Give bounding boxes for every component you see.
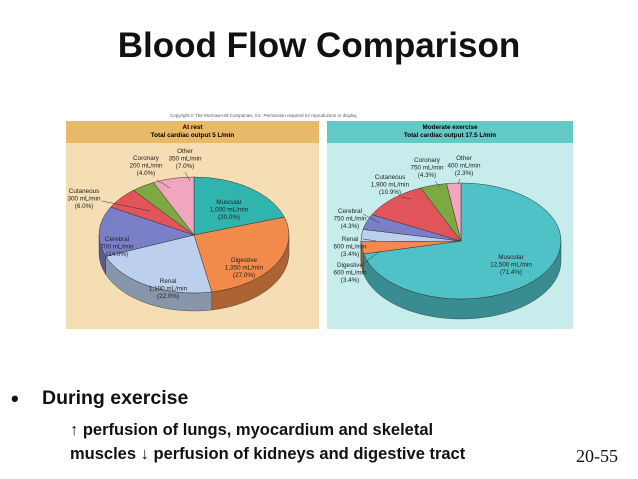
slice-label-renal: Renal 600 mL/min (3.4%) — [334, 236, 367, 258]
slice-label-cutaneous-pct_label: (6.0%) — [75, 203, 94, 210]
rest-chart-header: At rest Total cardiac output 5 L/min — [66, 121, 319, 143]
pie-slice-other — [153, 176, 195, 236]
leader-line-other — [457, 178, 461, 185]
slice-label-digestive-pct_label: (3.4%) — [341, 277, 360, 284]
slice-label-digestive-flow: 600 mL/min — [334, 270, 367, 277]
slice-label-other-name: Other — [456, 155, 472, 162]
down-arrow-icon: ↓ — [140, 445, 149, 463]
slice-label-digestive-name: Digestive — [337, 262, 363, 269]
exercise-chart-header: Moderate exercise Total cardiac output 1… — [327, 121, 573, 143]
leader-line-renal — [362, 238, 377, 242]
slice-label-other-pct_label: (7.0%) — [176, 163, 195, 170]
leader-line-cutaneous — [400, 196, 412, 200]
pie-slice-digestive — [193, 216, 290, 293]
slice-label-cutaneous-flow: 1,900 mL/min — [371, 182, 410, 189]
slice-label-cutaneous: Cutaneous 1,900 mL/min (10.9%) — [371, 174, 410, 196]
rest-pie-chart: Muscular 1,000 mL/min (20.0%) Digestive 1,35… — [68, 148, 290, 312]
slice-label-coronary-pct_label: (4.0%) — [137, 170, 156, 177]
up-arrow-icon: ↑ — [70, 421, 79, 439]
slice-label-cerebral-pct_label: (4.3%) — [341, 223, 360, 230]
exercise-chart-panel: Moderate exercise Total cardiac output 1… — [327, 121, 573, 329]
leader-line-coronary — [156, 179, 171, 189]
bullet-line-1: ↑ perfusion of lungs, myocardium and ske… — [70, 421, 433, 440]
exercise-chart-subtitle: Total cardiac output 17.5 L/min — [403, 132, 497, 139]
slice-label-renal: Renal 1,100 mL/min (22.0%) — [149, 278, 188, 300]
slice-label-other: Other 400 mL/min (2.3%) — [448, 155, 481, 177]
slice-label-cutaneous-name: Cutaneous — [375, 174, 405, 181]
pie-slice-muscular — [193, 176, 285, 236]
slide-title: Blood Flow Comparison — [117, 26, 521, 65]
line-2-text-b: perfusion of kidneys and digestive tract — [153, 445, 466, 463]
slice-label-other-flow: 400 mL/min — [448, 163, 481, 170]
slice-label-muscular-pct_label: (71.4%) — [500, 269, 522, 276]
slice-label-renal-pct_label: (22.0%) — [157, 293, 179, 300]
line-1-text: perfusion of lungs, myocardium and skele… — [82, 421, 434, 439]
line-2-text-a: muscles — [70, 445, 137, 463]
exercise-pie-chart: Muscular 12,500 mL/min (71.4%)Digestive 600… — [334, 155, 562, 320]
slice-label-renal-name: Renal — [160, 278, 176, 285]
slice-label-muscular-pct_label: (20.0%) — [218, 214, 240, 221]
slice-label-coronary-name: Coronary — [133, 155, 160, 162]
pie-slice-muscular — [363, 182, 562, 300]
leader-line-cerebral — [362, 213, 381, 224]
slice-label-cutaneous-pct_label: (10.9%) — [379, 189, 401, 196]
slice-label-digestive: Digestive 600 mL/min (3.4%) — [334, 262, 367, 284]
slice-label-muscular-name: Muscular — [498, 254, 524, 261]
slice-label-other-pct_label: (2.3%) — [455, 170, 474, 177]
slice-label-digestive: Digestive 1,350 mL/min (27.0%) — [225, 257, 264, 279]
pie-slice-cerebral — [98, 206, 195, 257]
slice-label-renal-pct_label: (3.4%) — [341, 251, 360, 258]
exercise-chart-title: Moderate exercise — [422, 124, 478, 131]
slice-label-cerebral: Cerebral 750 mL/min (4.3%) — [334, 208, 367, 230]
slice-label-coronary: Coronary 200 mL/min (4.0%) — [130, 155, 163, 177]
leader-line-digestive — [362, 250, 381, 265]
slice-label-cerebral-pct_label: (14.0%) — [106, 251, 128, 258]
slice-label-muscular: Muscular 1,000 mL/min (20.0%) — [210, 199, 249, 221]
slice-label-other: Other 350 mL/min (7.0%) — [169, 148, 202, 170]
leader-line-cutaneous — [101, 200, 151, 212]
slice-label-renal-name: Renal — [342, 236, 358, 243]
bullet-dot: • — [11, 386, 19, 411]
slice-label-renal-flow: 600 mL/min — [334, 244, 367, 251]
slice-label-other-name: Other — [177, 148, 193, 155]
slice-label-muscular-name: Muscular — [216, 199, 242, 206]
slice-label-coronary-pct_label: (4.3%) — [418, 172, 437, 179]
pie-slice-renal — [105, 234, 213, 294]
pie-slice-cutaneous — [371, 187, 462, 242]
slice-label-cerebral-name: Cerebral — [338, 208, 362, 215]
leader-line-coronary — [434, 180, 441, 188]
slice-label-muscular-flow: 1,000 mL/min — [210, 207, 249, 214]
slice-label-coronary: Coronary 750 mL/min (4.3%) — [411, 157, 444, 179]
slice-label-muscular-flow: 12,500 mL/min — [490, 262, 532, 269]
slice-label-digestive-pct_label: (27.0%) — [233, 272, 255, 279]
slice-label-coronary-flow: 750 mL/min — [411, 165, 444, 172]
slice-label-renal-flow: 1,100 mL/min — [149, 286, 188, 293]
rest-chart-panel: At rest Total cardiac output 5 L/min Mus… — [66, 121, 319, 329]
slice-label-cerebral-flow: 750 mL/min — [334, 216, 367, 223]
rest-chart-title: At rest — [182, 124, 203, 131]
slice-label-cutaneous-name: Cutaneous — [69, 188, 99, 195]
leader-line-other — [184, 171, 191, 182]
slice-label-cerebral-flow: 700 mL/min — [101, 244, 134, 251]
slice-label-cerebral-name: Cerebral — [105, 236, 129, 243]
slice-label-digestive-name: Digestive — [231, 257, 257, 264]
slice-label-muscular: Muscular 12,500 mL/min (71.4%) — [490, 254, 532, 276]
slice-label-cutaneous: Cutaneous 300 mL/min (6.0%) — [68, 188, 101, 210]
slice-label-digestive-flow: 1,350 mL/min — [225, 265, 264, 272]
slice-label-cerebral: Cerebral 700 mL/min (14.0%) — [101, 236, 134, 258]
rest-chart-subtitle: Total cardiac output 5 L/min — [150, 132, 235, 139]
bullet-heading: During exercise — [42, 387, 189, 409]
bullet-line-2: muscles ↓ perfusion of kidneys and diges… — [70, 445, 465, 464]
slice-label-coronary-name: Coronary — [414, 157, 441, 164]
slide-number: 20-55 — [576, 446, 618, 466]
pie-slice-other — [446, 182, 462, 242]
slice-label-coronary-flow: 200 mL/min — [130, 163, 163, 170]
slice-label-other-flow: 350 mL/min — [169, 156, 202, 163]
copyright-notice: Copyright © The McGraw-Hill Companies, I… — [170, 113, 358, 118]
slice-label-cutaneous-flow: 300 mL/min — [68, 196, 101, 203]
